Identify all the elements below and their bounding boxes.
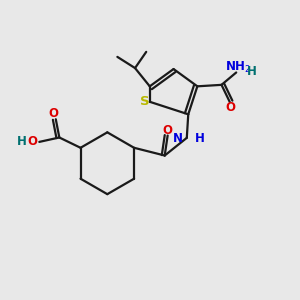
- Text: O: O: [48, 107, 59, 120]
- Text: NH$_2$: NH$_2$: [225, 60, 250, 75]
- Text: H: H: [195, 132, 205, 145]
- Text: O: O: [225, 101, 235, 114]
- Text: O: O: [28, 135, 38, 148]
- Text: O: O: [162, 124, 172, 137]
- Text: N: N: [173, 132, 183, 145]
- Text: S: S: [140, 95, 149, 108]
- Text: H: H: [17, 135, 27, 148]
- Text: H: H: [247, 65, 256, 78]
